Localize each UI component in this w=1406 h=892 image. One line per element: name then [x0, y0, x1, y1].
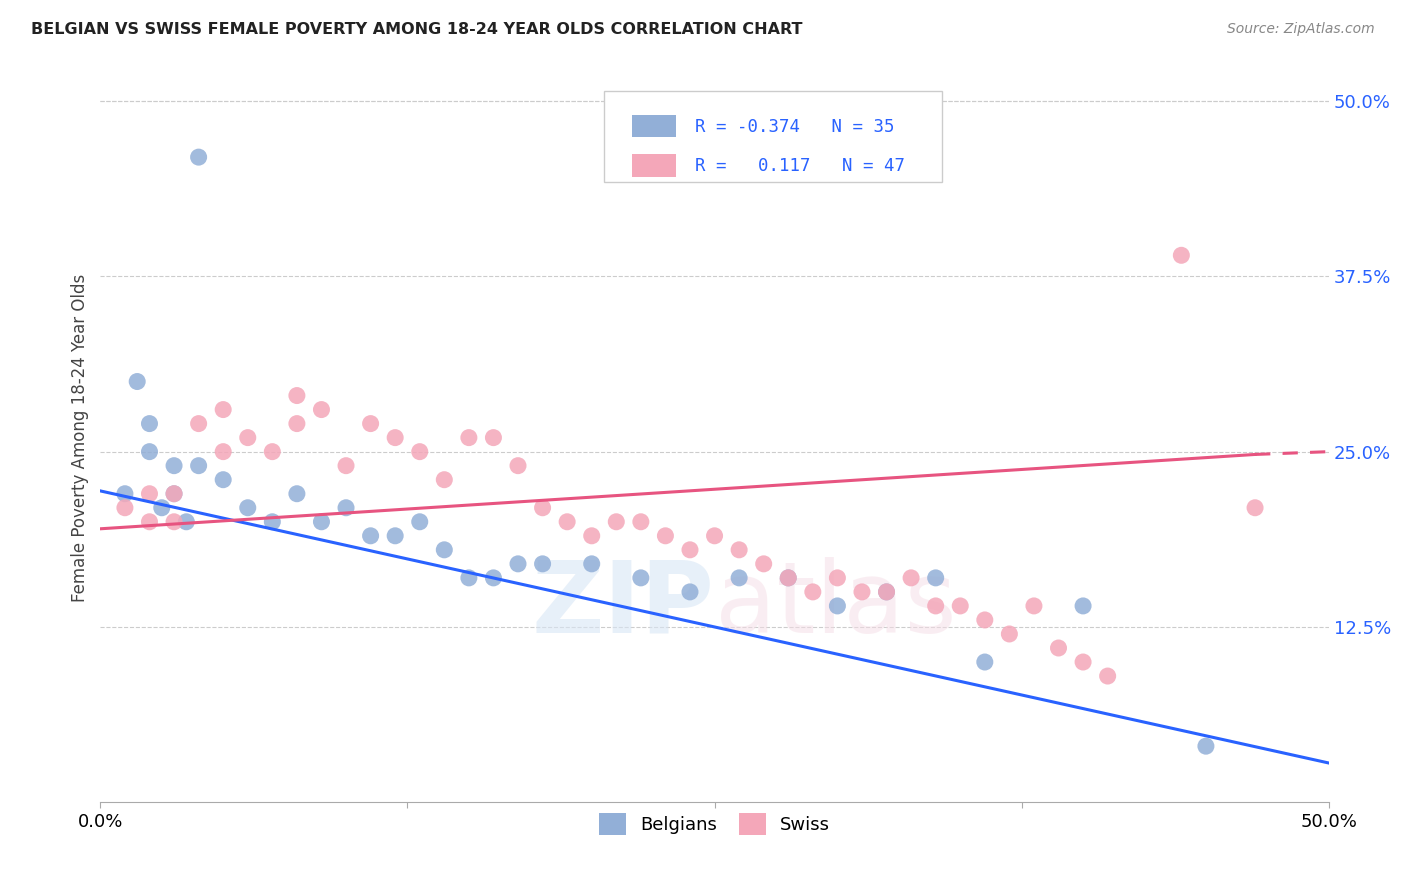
Point [433, 542, 456, 557]
Point [1047, 640, 1070, 655]
Point [1244, 500, 1267, 515]
Point [457, 431, 479, 445]
Point [138, 515, 160, 529]
Point [1071, 599, 1094, 613]
Point [212, 473, 235, 487]
Point [409, 515, 432, 529]
Point [752, 557, 775, 571]
Point [163, 515, 186, 529]
Point [236, 431, 259, 445]
Point [285, 417, 308, 431]
Point [778, 571, 800, 585]
Point [138, 444, 160, 458]
Point [409, 444, 432, 458]
Point [728, 571, 751, 585]
Point [482, 571, 505, 585]
Point [212, 444, 235, 458]
Point [801, 585, 824, 599]
Point [973, 655, 995, 669]
Point [138, 487, 160, 501]
Point [482, 431, 505, 445]
Point [150, 500, 173, 515]
Point [581, 557, 603, 571]
Point [630, 571, 652, 585]
Y-axis label: Female Poverty Among 18-24 Year Olds: Female Poverty Among 18-24 Year Olds [72, 274, 89, 602]
Point [360, 529, 382, 543]
Point [1170, 248, 1192, 262]
Point [335, 458, 357, 473]
Point [384, 529, 406, 543]
Bar [633, 154, 676, 177]
Point [1097, 669, 1119, 683]
Point [433, 473, 456, 487]
Point [163, 487, 186, 501]
Point [555, 515, 578, 529]
Point [187, 458, 209, 473]
Point [236, 500, 259, 515]
Point [581, 529, 603, 543]
Point [506, 458, 529, 473]
Point [335, 500, 357, 515]
Point [924, 599, 946, 613]
Point [1195, 739, 1218, 754]
Point [360, 417, 382, 431]
Point [531, 557, 554, 571]
Point [827, 571, 849, 585]
Point [703, 529, 725, 543]
Point [212, 402, 235, 417]
Text: Source: ZipAtlas.com: Source: ZipAtlas.com [1227, 22, 1375, 37]
Point [114, 500, 136, 515]
Legend: Belgians, Swiss: Belgians, Swiss [589, 805, 839, 845]
Point [311, 515, 333, 529]
Point [900, 571, 922, 585]
Point [187, 150, 209, 164]
Point [679, 585, 702, 599]
Point [876, 585, 898, 599]
Point [630, 515, 652, 529]
Text: BELGIAN VS SWISS FEMALE POVERTY AMONG 18-24 YEAR OLDS CORRELATION CHART: BELGIAN VS SWISS FEMALE POVERTY AMONG 18… [31, 22, 803, 37]
Point [187, 417, 209, 431]
Point [127, 375, 149, 389]
Point [457, 571, 479, 585]
Point [679, 542, 702, 557]
Point [827, 599, 849, 613]
Point [163, 487, 186, 501]
Point [163, 458, 186, 473]
Point [262, 515, 284, 529]
Point [998, 627, 1021, 641]
Point [851, 585, 873, 599]
Point [778, 571, 800, 585]
Point [924, 571, 946, 585]
Point [114, 487, 136, 501]
Point [949, 599, 972, 613]
Point [973, 613, 995, 627]
Point [176, 515, 198, 529]
Point [285, 388, 308, 402]
Text: R = -0.374   N = 35: R = -0.374 N = 35 [695, 118, 894, 136]
Point [876, 585, 898, 599]
Point [285, 487, 308, 501]
FancyBboxPatch shape [605, 91, 942, 182]
Point [654, 529, 676, 543]
Point [1071, 655, 1094, 669]
Point [138, 417, 160, 431]
Point [1022, 599, 1045, 613]
Bar [633, 115, 676, 137]
Point [311, 402, 333, 417]
Text: ZIP: ZIP [531, 557, 714, 654]
Point [506, 557, 529, 571]
Point [262, 444, 284, 458]
Point [531, 500, 554, 515]
Point [605, 515, 627, 529]
Text: R =   0.117   N = 47: R = 0.117 N = 47 [695, 157, 905, 175]
Text: atlas: atlas [714, 557, 956, 654]
Point [728, 542, 751, 557]
Point [384, 431, 406, 445]
